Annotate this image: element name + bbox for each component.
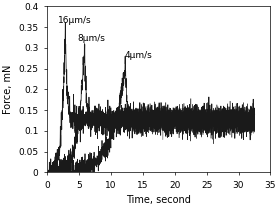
Y-axis label: Force, mN: Force, mN xyxy=(3,65,13,114)
Text: 4μm/s: 4μm/s xyxy=(125,51,153,60)
Text: 8μm/s: 8μm/s xyxy=(78,34,105,43)
X-axis label: Time, second: Time, second xyxy=(126,195,191,205)
Text: 16μm/s: 16μm/s xyxy=(58,16,92,25)
